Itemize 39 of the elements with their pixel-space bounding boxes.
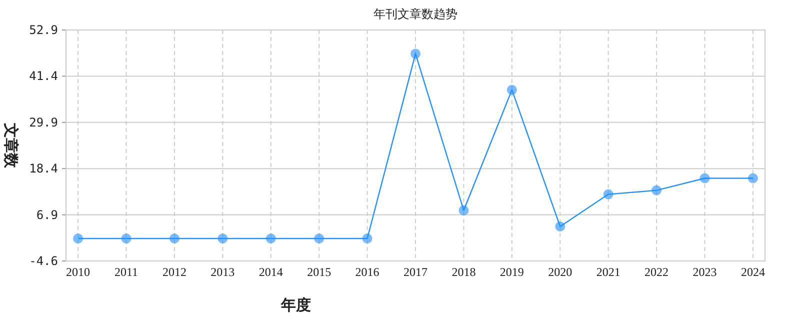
x-tick-label: 2023: [692, 265, 717, 279]
x-tick-label: 2011: [114, 265, 138, 279]
point: [73, 234, 84, 244]
point: [555, 221, 566, 232]
x-tick-label: 2019: [500, 265, 524, 279]
point: [169, 234, 180, 244]
y-tick-label: 52.9: [29, 23, 58, 37]
x-tick-label: 2015: [307, 265, 332, 279]
point: [748, 173, 758, 184]
y-tick-label: 18.4: [29, 162, 58, 176]
x-tick-label: 2016: [355, 265, 380, 279]
point: [266, 234, 276, 244]
point: [652, 185, 662, 196]
x-tick-label: 2024: [740, 265, 765, 279]
point: [218, 234, 228, 244]
y-tick-label: 6.9: [36, 208, 58, 222]
x-tick-label: 2012: [162, 265, 186, 279]
point: [314, 234, 324, 244]
point: [410, 48, 420, 59]
x-tick-label: 2018: [452, 265, 476, 279]
y-tick-label: 41.4: [29, 69, 58, 84]
x-tick-label: 2013: [210, 265, 235, 279]
point: [603, 189, 614, 200]
y-tick-label: -4.6: [29, 254, 58, 268]
x-tick-label: 2010: [66, 265, 90, 279]
x-tick-label: 2017: [404, 265, 428, 279]
point: [121, 234, 132, 244]
y-tick-label: 29.9: [29, 115, 58, 130]
y-axis-title: 文章数: [2, 122, 20, 169]
x-tick-label: 2014: [258, 265, 283, 279]
x-tick-label: 2021: [596, 265, 620, 279]
x-axis-title: 年度: [280, 296, 311, 314]
chart-title: 年刊文章数趋势: [374, 7, 458, 21]
point: [458, 205, 469, 216]
point: [362, 234, 372, 244]
point: [700, 173, 710, 184]
x-tick-label: 2020: [548, 265, 572, 279]
point: [506, 84, 517, 95]
x-tick-label: 2022: [644, 265, 669, 279]
